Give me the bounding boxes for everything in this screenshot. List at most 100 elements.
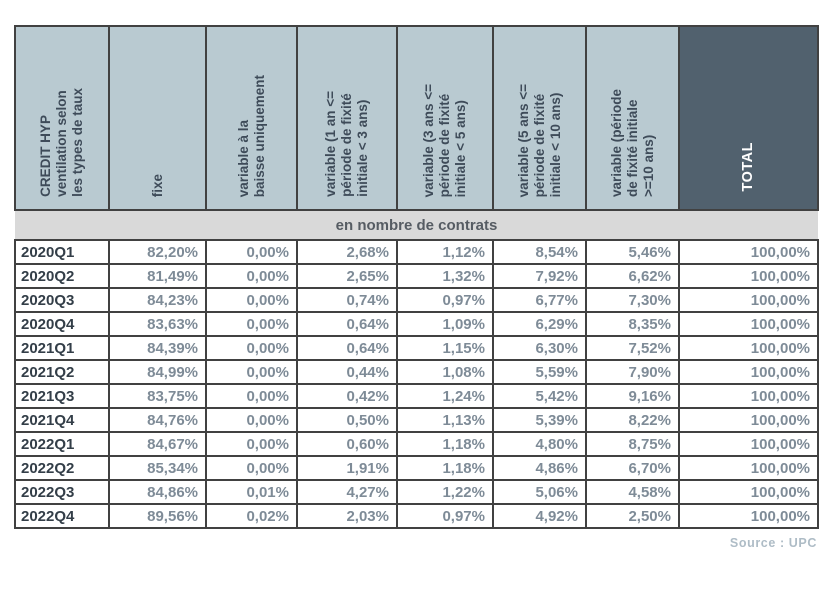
value-cell: 1,15% xyxy=(396,335,494,361)
row-label: 2021Q1 xyxy=(14,335,110,361)
value-cell: 0,00% xyxy=(205,407,298,433)
table-row: 2021Q3 83,75% 0,00% 0,42% 1,24% 5,42% 9,… xyxy=(14,383,819,409)
value-cell: 4,80% xyxy=(492,431,587,457)
value-cell: 4,92% xyxy=(492,503,587,529)
row-label: 2020Q1 xyxy=(14,239,110,265)
band-row: en nombre de contrats xyxy=(15,210,818,240)
value-cell: 2,03% xyxy=(296,503,398,529)
value-cell: 4,58% xyxy=(585,479,680,505)
value-cell: 84,23% xyxy=(108,287,207,313)
header-label-variable-10-plus: variable (période de fixité initiale >=1… xyxy=(608,88,656,197)
value-cell: 100,00% xyxy=(678,263,819,289)
value-cell: 0,00% xyxy=(205,431,298,457)
table-row: 2022Q3 84,86% 0,01% 4,27% 1,22% 5,06% 4,… xyxy=(14,479,819,505)
table-row: 2021Q1 84,39% 0,00% 0,64% 1,15% 6,30% 7,… xyxy=(14,335,819,361)
value-cell: 2,68% xyxy=(296,239,398,265)
value-cell: 100,00% xyxy=(678,287,819,313)
value-cell: 100,00% xyxy=(678,479,819,505)
source-label: Source : UPC xyxy=(729,536,817,550)
value-cell: 9,16% xyxy=(585,383,680,409)
value-cell: 0,97% xyxy=(396,503,494,529)
value-cell: 0,00% xyxy=(205,383,298,409)
value-cell: 100,00% xyxy=(678,503,819,529)
value-cell: 1,91% xyxy=(296,455,398,481)
value-cell: 100,00% xyxy=(678,407,819,433)
row-label: 2021Q4 xyxy=(14,407,110,433)
table-row: 2022Q1 84,67% 0,00% 0,60% 1,18% 4,80% 8,… xyxy=(14,431,819,457)
value-cell: 2,65% xyxy=(296,263,398,289)
header-label-variable-3-5: variable (3 ans <= période de fixité ini… xyxy=(421,83,468,197)
value-cell: 5,42% xyxy=(492,383,587,409)
value-cell: 1,18% xyxy=(396,431,494,457)
value-cell: 1,32% xyxy=(396,263,494,289)
row-label: 2020Q3 xyxy=(14,287,110,313)
table-row: 2021Q2 84,99% 0,00% 0,44% 1,08% 5,59% 7,… xyxy=(14,359,819,385)
value-cell: 84,39% xyxy=(108,335,207,361)
row-label: 2022Q1 xyxy=(14,431,110,457)
value-cell: 0,00% xyxy=(205,455,298,481)
value-cell: 100,00% xyxy=(678,455,819,481)
value-cell: 8,75% xyxy=(585,431,680,457)
value-cell: 85,34% xyxy=(108,455,207,481)
value-cell: 1,18% xyxy=(396,455,494,481)
table-row: 2022Q2 85,34% 0,00% 1,91% 1,18% 4,86% 6,… xyxy=(14,455,819,481)
ventilation-table: CREDIT HYP ventilation selon les types d… xyxy=(14,25,819,529)
value-cell: 6,29% xyxy=(492,311,587,337)
value-cell: 8,22% xyxy=(585,407,680,433)
corner-header-label: CREDIT HYP ventilation selon les types d… xyxy=(38,88,85,197)
value-cell: 84,76% xyxy=(108,407,207,433)
value-cell: 0,00% xyxy=(205,359,298,385)
value-cell: 1,24% xyxy=(396,383,494,409)
header-label-variable-1-3: variable (1 an <= période de fixité init… xyxy=(323,91,370,197)
value-cell: 0,01% xyxy=(205,479,298,505)
header-cell-variable-5-10: variable (5 ans <= période de fixité ini… xyxy=(492,25,587,211)
value-cell: 100,00% xyxy=(678,431,819,457)
value-cell: 89,56% xyxy=(108,503,207,529)
header-cell-fixe: fixe xyxy=(108,25,207,211)
value-cell: 82,20% xyxy=(108,239,207,265)
value-cell: 0,50% xyxy=(296,407,398,433)
value-cell: 7,52% xyxy=(585,335,680,361)
value-cell: 84,99% xyxy=(108,359,207,385)
row-label: 2022Q4 xyxy=(14,503,110,529)
value-cell: 1,22% xyxy=(396,479,494,505)
value-cell: 0,74% xyxy=(296,287,398,313)
value-cell: 100,00% xyxy=(678,239,819,265)
header-label-fixe: fixe xyxy=(149,173,165,197)
value-cell: 7,30% xyxy=(585,287,680,313)
value-cell: 0,64% xyxy=(296,311,398,337)
header-cell-variable-baisse: variable à la baisse uniquement xyxy=(205,25,298,211)
row-label: 2021Q3 xyxy=(14,383,110,409)
table-row: 2022Q4 89,56% 0,02% 2,03% 0,97% 4,92% 2,… xyxy=(14,503,819,529)
value-cell: 81,49% xyxy=(108,263,207,289)
value-cell: 100,00% xyxy=(678,383,819,409)
table-row: 2021Q4 84,76% 0,00% 0,50% 1,13% 5,39% 8,… xyxy=(14,407,819,433)
value-cell: 6,30% xyxy=(492,335,587,361)
corner-header-cell: CREDIT HYP ventilation selon les types d… xyxy=(14,25,110,211)
row-label: 2021Q2 xyxy=(14,359,110,385)
row-label: 2020Q4 xyxy=(14,311,110,337)
table-row: 2020Q2 81,49% 0,00% 2,65% 1,32% 7,92% 6,… xyxy=(14,263,819,289)
value-cell: 5,06% xyxy=(492,479,587,505)
value-cell: 100,00% xyxy=(678,335,819,361)
value-cell: 5,46% xyxy=(585,239,680,265)
value-cell: 0,00% xyxy=(205,239,298,265)
value-cell: 1,13% xyxy=(396,407,494,433)
value-cell: 7,90% xyxy=(585,359,680,385)
value-cell: 8,54% xyxy=(492,239,587,265)
header-label-variable-baisse: variable à la baisse uniquement xyxy=(235,74,267,197)
value-cell: 1,09% xyxy=(396,311,494,337)
value-cell: 83,75% xyxy=(108,383,207,409)
header-cell-variable-10-plus: variable (période de fixité initiale >=1… xyxy=(585,25,680,211)
value-cell: 8,35% xyxy=(585,311,680,337)
value-cell: 0,02% xyxy=(205,503,298,529)
value-cell: 0,00% xyxy=(205,287,298,313)
value-cell: 0,44% xyxy=(296,359,398,385)
value-cell: 7,92% xyxy=(492,263,587,289)
value-cell: 100,00% xyxy=(678,359,819,385)
band-row-label: en nombre de contrats xyxy=(15,210,818,240)
value-cell: 0,64% xyxy=(296,335,398,361)
value-cell: 0,97% xyxy=(396,287,494,313)
table-row: 2020Q1 82,20% 0,00% 2,68% 1,12% 8,54% 5,… xyxy=(14,239,819,265)
